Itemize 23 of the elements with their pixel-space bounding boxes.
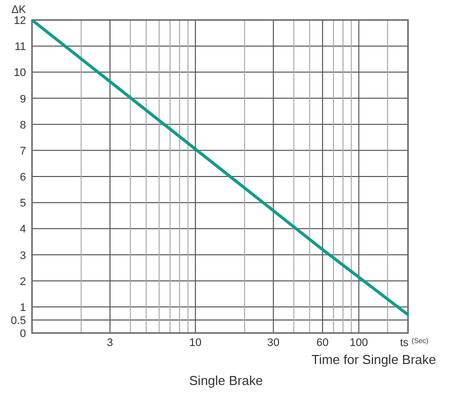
x-tick-label: 100 [350, 337, 368, 349]
y-tick-label: 1 [20, 302, 26, 314]
y-tick-label: 4 [20, 224, 26, 236]
y-tick-label: 12 [14, 15, 26, 27]
y-tick-label: 9 [20, 93, 26, 106]
y-tick-label: 11 [14, 41, 26, 54]
y-axis-title: ΔK [11, 4, 27, 16]
y-tick-label: 7 [20, 145, 26, 158]
y-tick-label: 0.5 [10, 314, 26, 327]
x-tick-label: 30 [267, 337, 280, 349]
y-tick-label: 10 [14, 67, 26, 80]
y-tick-label: 0 [20, 328, 26, 340]
y-tick-label: 8 [20, 119, 26, 132]
y-tick-label: 5 [20, 198, 26, 210]
y-tick-label: 2 [20, 276, 26, 288]
x-axis-title: ts $^{(Sec)}$ [400, 336, 428, 349]
x-tick-label: 60 [316, 337, 329, 349]
y-tick-label: 6 [20, 172, 26, 184]
x-tick-label: 10 [189, 337, 202, 349]
y-tick-label: 3 [20, 250, 26, 262]
text: Time for Single Brake [311, 352, 436, 367]
text: Single Brake [189, 373, 263, 388]
x-tick-label: 3 [106, 337, 114, 349]
